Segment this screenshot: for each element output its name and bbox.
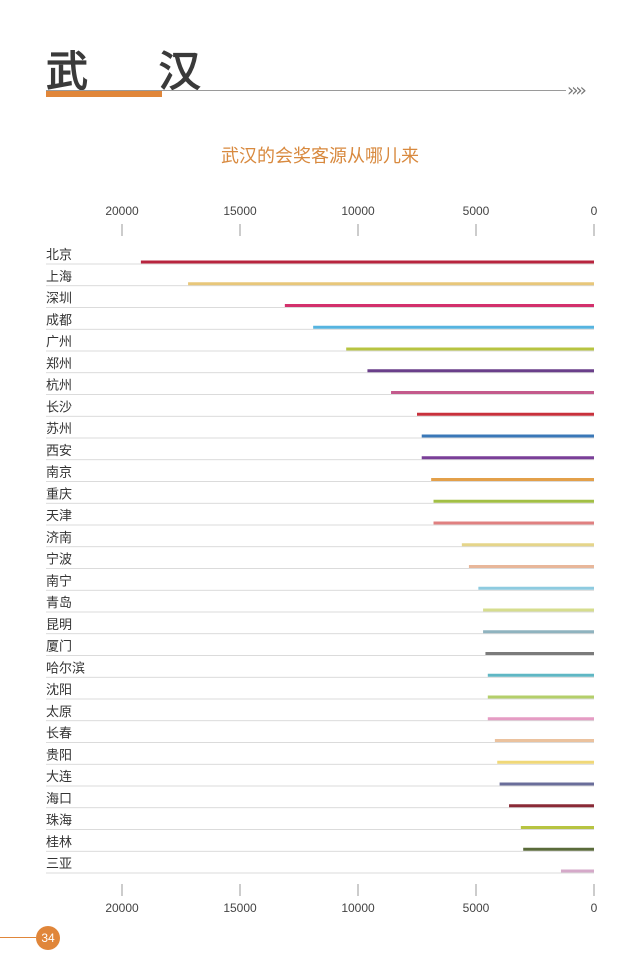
title-divider [46,90,566,91]
category-label: 上海 [46,270,72,285]
bar [417,412,594,416]
category-label: 郑州 [46,357,72,372]
bar [499,782,594,786]
category-label: 天津 [46,509,72,524]
bar [487,673,594,677]
bar [433,521,594,525]
page-number-line [0,937,36,938]
x-tick-label-top: 15000 [223,204,257,218]
bar [431,478,594,481]
category-label: 珠海 [46,814,72,829]
category-label: 三亚 [46,857,72,872]
page-number: 34 [36,926,60,950]
bar [485,652,594,655]
bar [284,304,594,307]
bar [487,717,594,721]
category-label: 太原 [46,705,72,720]
category-label: 济南 [46,530,72,546]
category-label: 长春 [46,727,72,742]
bar [391,391,594,394]
category-label: 宁波 [46,552,72,568]
bar [478,586,594,590]
category-label: 深圳 [46,292,72,307]
bar [367,369,594,373]
x-tick-label-top: 5000 [463,204,490,218]
x-tick-label-top: 10000 [341,204,375,218]
category-label: 西安 [46,444,72,459]
x-tick-label-bottom: 0 [591,901,598,915]
bar [140,260,594,264]
chevrons-right-icon: ›››› [567,80,587,101]
category-label: 昆明 [46,618,72,633]
x-tick-label-bottom: 15000 [223,901,257,915]
category-label: 桂林 [46,835,72,850]
bar [188,282,594,286]
bar [483,608,594,612]
category-label: 沈阳 [46,683,72,698]
x-tick-label-bottom: 5000 [463,901,490,915]
bar [497,760,594,764]
bar [509,804,594,808]
x-tick-label-bottom: 10000 [341,901,375,915]
category-label: 南京 [46,465,72,481]
category-label: 大连 [46,769,72,785]
x-tick-label-top: 20000 [105,204,139,218]
category-label: 广州 [46,335,72,350]
x-tick-label-bottom: 20000 [105,901,139,915]
bar [461,543,594,547]
bar [487,695,594,699]
bar [313,325,594,329]
bar [468,565,594,568]
category-label: 厦门 [46,640,72,655]
bar [560,869,594,873]
category-label: 苏州 [46,421,72,437]
page-title: 武 汉 [46,47,229,96]
category-label: 长沙 [46,400,72,415]
chart-title: 武汉的会奖客源从哪儿来 [221,146,419,167]
bar [520,826,594,829]
bar [494,739,594,742]
category-label: 青岛 [46,595,72,611]
bar [421,434,594,438]
category-label: 北京 [46,248,72,263]
x-tick-label-top: 0 [591,204,598,218]
category-label: 杭州 [46,379,72,394]
category-label: 重庆 [46,486,72,502]
bar [346,347,594,351]
bar [433,499,594,503]
bar [523,847,594,851]
category-label: 成都 [46,313,72,328]
bar [421,456,594,460]
category-label: 南宁 [46,573,72,589]
category-label: 海口 [46,792,72,807]
bar [483,630,594,634]
category-label: 贵阳 [46,748,72,763]
category-label: 哈尔滨 [46,660,85,676]
title-accent-bar [46,91,162,97]
